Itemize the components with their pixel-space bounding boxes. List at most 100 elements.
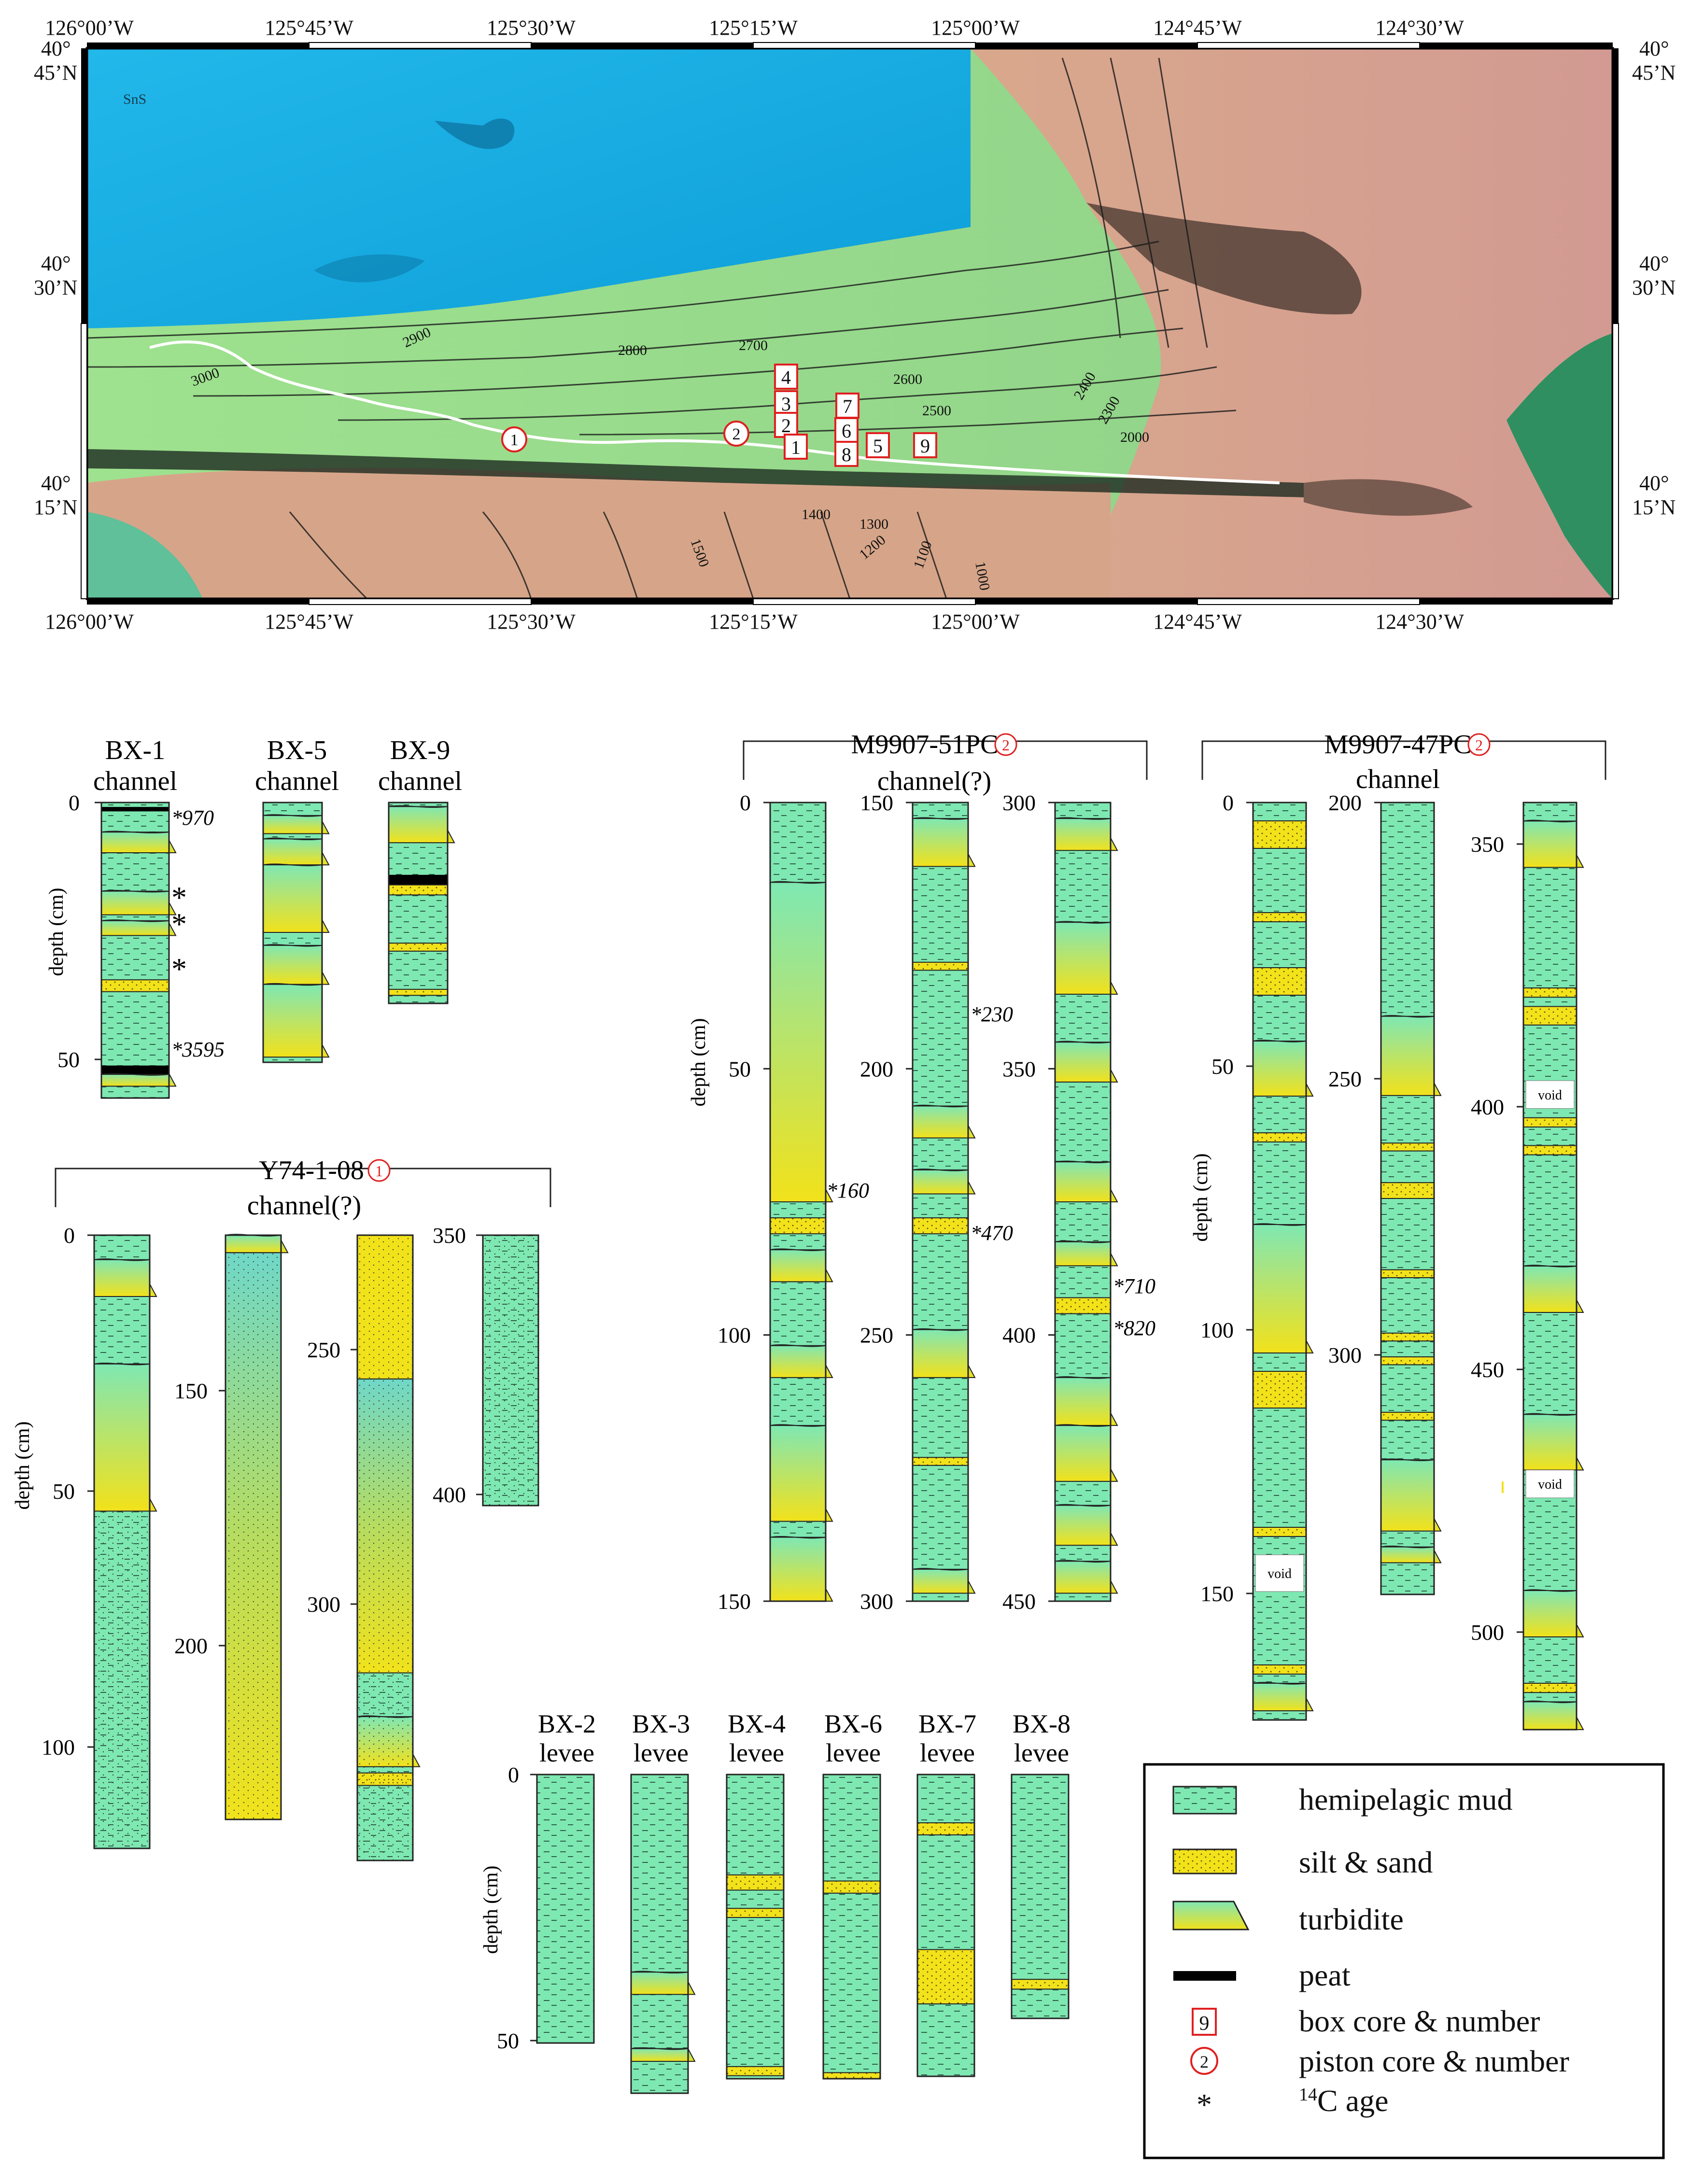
core-environment: channel xyxy=(1356,764,1440,794)
turbidite-layer xyxy=(263,838,330,866)
graded-sand-texture xyxy=(225,1253,281,1819)
core-bx-8 xyxy=(1011,1774,1070,2019)
svg-text:8: 8 xyxy=(842,444,851,465)
core-outline xyxy=(630,1774,689,2094)
core-bx-7 xyxy=(916,1774,975,2077)
turbidite-top-contact xyxy=(101,1073,169,1076)
turbidite-top-contact xyxy=(388,805,448,808)
turbidite-top-contact xyxy=(770,1424,826,1427)
turbidite-top-contact xyxy=(1055,1160,1111,1164)
sand-layer xyxy=(726,1874,784,1891)
lon-label-bottom: 125°15’W xyxy=(709,610,798,634)
turbidite-layer xyxy=(770,1425,833,1522)
turbidite-layer xyxy=(1055,1505,1118,1546)
depth-tick-label: 0 xyxy=(740,790,751,815)
core-outline xyxy=(912,802,969,1602)
depth-tick-label: 300 xyxy=(1328,1343,1362,1367)
turbidite-top-contact xyxy=(263,983,323,986)
core-logs: BX-1channelBX-5channelBX-9channel050dept… xyxy=(12,730,1606,2094)
depth-tick-label: 400 xyxy=(433,1482,466,1507)
piston-core-number: 2 xyxy=(1002,736,1010,754)
depth-tick-label: 450 xyxy=(1471,1357,1504,1382)
speckled-mud xyxy=(357,1673,413,1860)
turbidite-layer xyxy=(94,1259,157,1297)
lat-label-left: 15’N xyxy=(34,495,77,519)
turbidite-layer xyxy=(1055,1561,1118,1594)
contour-label: 2600 xyxy=(893,371,922,387)
depth-tick-label: 150 xyxy=(718,1589,751,1614)
sand-layer xyxy=(917,1822,975,1835)
turbidite-top-contact xyxy=(1055,921,1111,924)
legend-mud-swatch xyxy=(1172,1786,1237,1815)
sand-layer xyxy=(1055,1297,1111,1314)
core-outline xyxy=(1011,1774,1070,2019)
turbidite-top-contact xyxy=(1523,1265,1577,1268)
core-outline xyxy=(1380,802,1435,1595)
core-bx-5 xyxy=(262,802,330,1063)
contour-label: 2800 xyxy=(618,342,647,358)
core-y74-section-2 xyxy=(225,1234,289,1820)
sand-layer xyxy=(1253,1664,1307,1675)
turbidite-top-contact xyxy=(263,837,323,841)
panel-m9907-47pc: M9907-47PC 2 channel void void void 0 50 100 150 2… xyxy=(1190,730,1606,1731)
turbidite-layer xyxy=(101,831,177,854)
core-environment: channel xyxy=(255,766,339,796)
sand-layer xyxy=(726,1908,784,1918)
turbidite-top-contact xyxy=(1253,1223,1307,1226)
turbidite-layer xyxy=(1253,1683,1314,1711)
depth-tick-label: 350 xyxy=(1002,1057,1036,1081)
box-core-marker-2: 2 xyxy=(774,412,798,438)
turbidite-layer xyxy=(770,882,833,1202)
void-label: void xyxy=(1538,1088,1562,1103)
core-y74-section-1 xyxy=(93,1234,157,1849)
lon-label-bottom: 125°30’W xyxy=(487,610,576,634)
core-environment: levee xyxy=(1014,1738,1069,1767)
turbidite-top-contact xyxy=(912,1568,969,1571)
core-bx-2 xyxy=(536,1774,595,2044)
box-core-marker-7: 7 xyxy=(835,393,859,419)
depth-tick-label: 350 xyxy=(433,1223,466,1248)
core-m51-section-3 xyxy=(1054,802,1118,1602)
turbidite-layer xyxy=(101,920,177,936)
panel-m9907-51pc: M9907-51PC 2 channel(?) 0 50 100 150 150 200 250 3… xyxy=(688,730,1155,1614)
sand-layer xyxy=(1253,1132,1307,1142)
depth-axis-label: depth (cm) xyxy=(1190,1153,1212,1241)
depth-tick-label: 400 xyxy=(1471,1095,1504,1119)
svg-text:2: 2 xyxy=(781,415,791,437)
core-outline xyxy=(356,1234,414,1861)
core-environment: levee xyxy=(920,1738,975,1767)
c14-age-label: *3595 xyxy=(171,1038,225,1061)
box-core-marker-8: 8 xyxy=(834,441,859,467)
core-m47-section-3: void void xyxy=(1522,802,1584,1731)
core-environment: channel xyxy=(378,766,462,796)
sand-layer xyxy=(101,979,169,992)
turbidite-layer xyxy=(1253,1041,1314,1097)
turbidite-top-contact xyxy=(631,1971,689,1973)
turbidite-layer xyxy=(263,944,330,985)
legend-sand-swatch xyxy=(1172,1848,1237,1874)
c14-age-label: * xyxy=(171,907,187,941)
svg-text:9: 9 xyxy=(920,435,930,457)
depth-tick-label: 50 xyxy=(1211,1054,1234,1079)
mud-layer xyxy=(726,1774,785,2080)
depth-tick-label: 450 xyxy=(1002,1589,1036,1614)
turbidite-top-contact xyxy=(1380,1458,1435,1461)
sand-texture xyxy=(357,1235,413,1379)
turbidite-layer xyxy=(912,818,976,867)
lon-label-bottom: 124°30’W xyxy=(1375,610,1464,634)
depth-tick-label: 300 xyxy=(307,1592,340,1617)
depth-tick-label: 50 xyxy=(53,1479,75,1504)
turbidite-top-contact xyxy=(263,944,323,947)
turbidite-layer xyxy=(1523,820,1584,868)
core-title: M9907-51PC xyxy=(851,730,999,760)
core-m51-section-2 xyxy=(912,802,976,1602)
core-environment: channel(?) xyxy=(877,766,991,796)
depth-tick-label: 150 xyxy=(174,1379,208,1403)
depth-tick-label: 250 xyxy=(860,1323,893,1348)
turbidite-layer xyxy=(94,1363,157,1512)
turbidite-top-contact xyxy=(1055,1240,1111,1243)
panel-bracket xyxy=(55,1168,551,1207)
lon-label-top: 125°00’W xyxy=(931,16,1020,40)
panel-bracket xyxy=(743,740,1148,780)
